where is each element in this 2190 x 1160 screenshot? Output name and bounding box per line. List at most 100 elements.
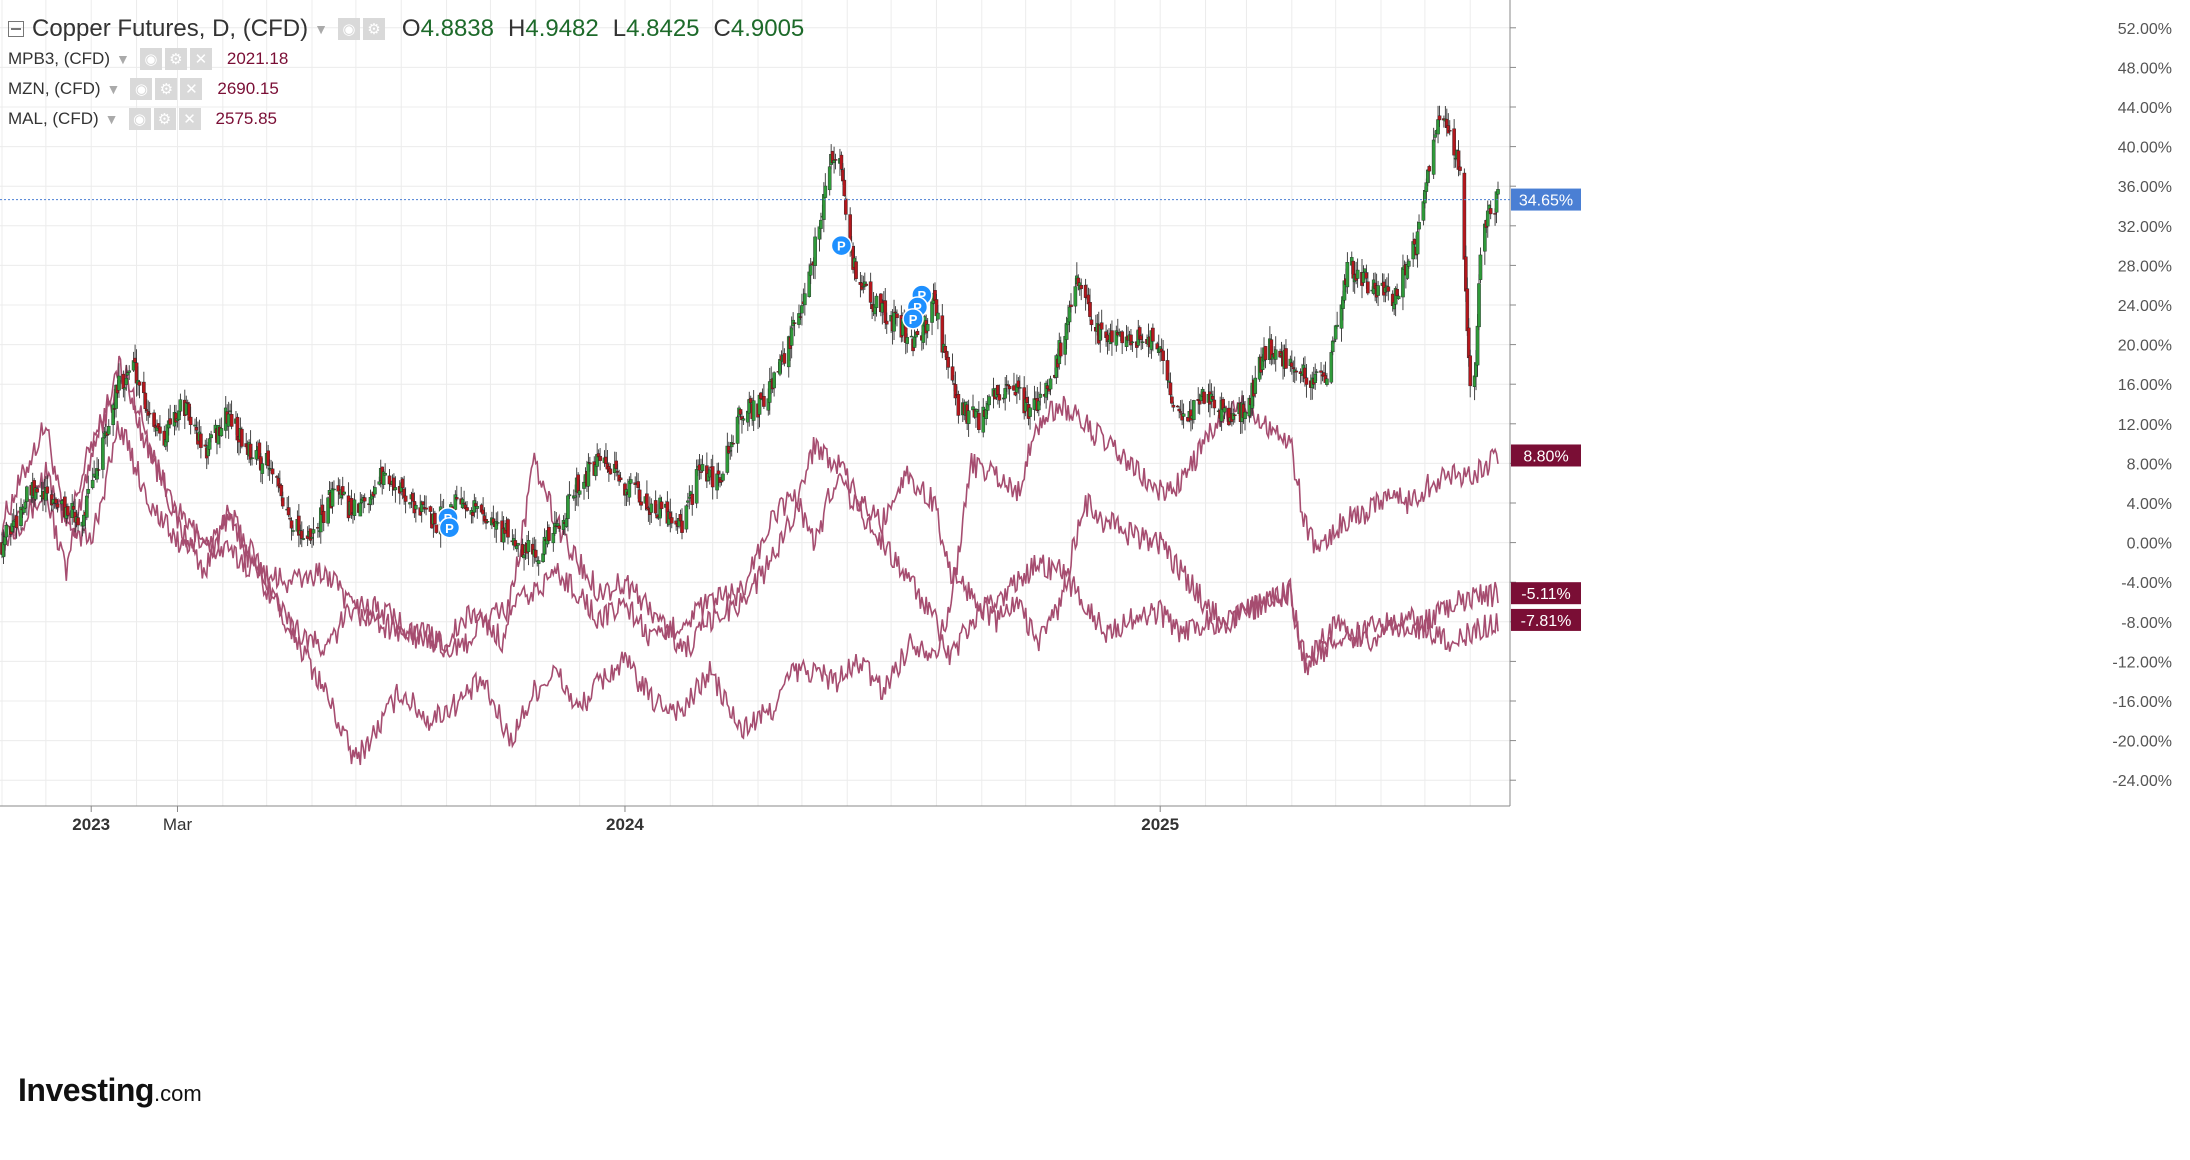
y-tick-label: 4.00%: [2127, 496, 2172, 513]
candle-body: [1212, 399, 1217, 409]
candle-body: [260, 463, 265, 474]
candle-body: [1496, 189, 1500, 195]
y-tick-label: 36.00%: [2118, 179, 2172, 196]
candle-body: [639, 501, 643, 506]
gear-icon[interactable]: ⚙: [164, 48, 187, 70]
collapse-square-icon[interactable]: [8, 21, 24, 37]
candle-body: [1485, 210, 1490, 227]
gear-icon[interactable]: ⚙: [362, 18, 385, 40]
candle-body: [567, 494, 572, 497]
candle-body: [226, 413, 231, 427]
candle-body: [1007, 385, 1012, 390]
candle-body: [1099, 322, 1104, 330]
gear-icon[interactable]: ⚙: [155, 78, 178, 100]
candle-body: [823, 185, 828, 198]
close-icon[interactable]: ✕: [178, 108, 201, 130]
eye-icon[interactable]: ◉: [139, 48, 162, 70]
candle-body: [819, 219, 823, 229]
investing-logo[interactable]: Investing.com: [18, 1072, 202, 1109]
candle-body: [76, 517, 80, 526]
high-value: 4.9482: [525, 15, 599, 42]
candle-body: [1181, 413, 1186, 417]
y-tick-label: 52.00%: [2118, 21, 2172, 38]
candle-body: [240, 428, 244, 447]
candle-body: [506, 519, 510, 538]
candle-body: [1475, 325, 1480, 366]
dropdown-caret-icon[interactable]: ▼: [314, 21, 328, 37]
candle-body: [1329, 352, 1334, 383]
candle-body: [582, 481, 586, 489]
legend-comparison-row[interactable]: MPB3, (CFD) ▼ ◉ ⚙ ✕ 2021.18: [8, 44, 804, 74]
candle-body: [35, 488, 39, 493]
legend-comparison-row[interactable]: MZN, (CFD) ▼ ◉ ⚙ ✕ 2690.15: [8, 74, 804, 104]
comparison-value: 2575.85: [215, 109, 277, 128]
badge-background: [1511, 608, 1581, 631]
logo-suffix: .com: [153, 1081, 202, 1106]
candle-body: [101, 437, 105, 470]
candle-body: [1012, 385, 1016, 391]
badge-label: 8.80%: [1523, 448, 1568, 465]
candle-body: [936, 312, 940, 320]
candle-body: [106, 426, 111, 435]
candle-body: [1129, 334, 1133, 346]
y-tick-label: 44.00%: [2118, 100, 2172, 117]
candle-body: [311, 529, 316, 534]
dropdown-caret-icon[interactable]: ▼: [116, 51, 130, 67]
candle-body: [1058, 342, 1063, 357]
candle-body: [694, 469, 699, 504]
marker-circle: [438, 517, 461, 539]
candle-body: [981, 406, 986, 433]
candle-body: [1386, 286, 1391, 292]
candle-body: [1427, 166, 1432, 172]
candle-body: [997, 394, 1002, 401]
candle-body: [586, 462, 591, 487]
p-marker-icon: P: [438, 517, 461, 539]
candle-body: [1088, 302, 1092, 317]
candle-body: [1171, 404, 1176, 408]
candle-body: [895, 313, 899, 319]
candle-body: [789, 327, 794, 346]
comparison-name[interactable]: MPB3, (CFD): [8, 49, 110, 68]
comparison-name[interactable]: MZN, (CFD): [8, 79, 101, 98]
open-value: 4.8838: [420, 15, 494, 42]
candle-body: [1452, 128, 1456, 156]
main-symbol-title[interactable]: Copper Futures, D, (CFD): [32, 15, 309, 42]
candle-body: [843, 198, 848, 215]
candle-body: [1376, 285, 1380, 296]
candle-body: [751, 400, 756, 421]
candle-body: [833, 159, 838, 161]
candle-body: [142, 381, 146, 394]
y-tick-label: -16.00%: [2112, 694, 2172, 711]
current-value-badge: -5.11%: [1511, 582, 1581, 605]
dropdown-caret-icon[interactable]: ▼: [104, 111, 119, 127]
eye-icon[interactable]: ◉: [130, 78, 153, 100]
dropdown-caret-icon[interactable]: ▼: [106, 81, 121, 97]
candle-body: [1401, 267, 1405, 298]
candle-body: [453, 494, 458, 510]
candle-body: [147, 412, 152, 415]
candle-body: [207, 438, 212, 450]
y-tick-label: 20.00%: [2118, 338, 2172, 355]
eye-icon[interactable]: ◉: [128, 108, 151, 130]
candle-body: [362, 497, 367, 502]
candle-body: [326, 497, 330, 524]
comparison-name[interactable]: MAL, (CFD): [8, 109, 99, 128]
candle-body: [330, 488, 335, 507]
close-icon[interactable]: ✕: [180, 78, 203, 100]
close-icon[interactable]: ✕: [189, 48, 212, 70]
legend-comparison-row[interactable]: MAL, (CFD) ▼ ◉ ⚙ ✕ 2575.85: [8, 104, 804, 134]
candle-body: [690, 493, 695, 505]
candle-body: [352, 499, 357, 516]
candle-body: [1478, 254, 1483, 280]
gear-icon[interactable]: ⚙: [153, 108, 176, 130]
candle-body: [1028, 407, 1032, 417]
candle-body: [25, 486, 29, 502]
eye-icon[interactable]: ◉: [337, 18, 360, 40]
y-tick-label: 48.00%: [2118, 60, 2172, 77]
candle-body: [4, 525, 9, 538]
candle-body: [85, 495, 89, 518]
y-tick-label: 40.00%: [2118, 140, 2172, 157]
candle-body: [1048, 378, 1053, 390]
